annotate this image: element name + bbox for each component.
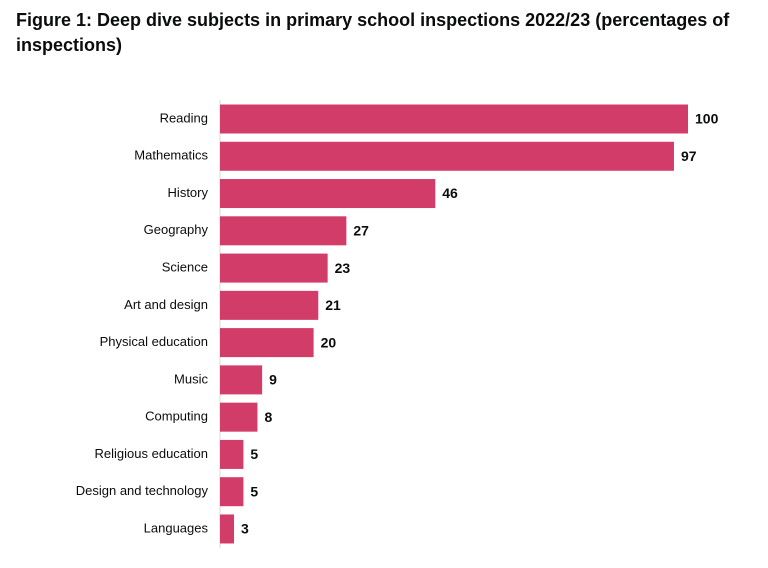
y-tick-label: Science	[162, 260, 208, 275]
y-tick-label: Geography	[144, 222, 209, 237]
value-label: 23	[335, 260, 351, 276]
bar	[220, 365, 263, 395]
bar	[220, 253, 328, 283]
value-label: 27	[353, 223, 369, 239]
y-tick-label: History	[168, 185, 209, 200]
bar	[220, 514, 235, 544]
y-tick-label: Religious education	[95, 446, 208, 461]
value-label: 46	[442, 185, 458, 201]
bar	[220, 290, 319, 320]
value-label: 100	[695, 111, 719, 127]
value-label: 5	[250, 446, 258, 462]
y-tick-label: Art and design	[124, 297, 208, 312]
y-tick-label: Computing	[145, 409, 208, 424]
bar	[220, 216, 347, 246]
chart-title: Figure 1: Deep dive subjects in primary …	[16, 10, 730, 55]
y-tick-label: Design and technology	[76, 483, 209, 498]
y-tick-label: Mathematics	[134, 148, 208, 163]
y-tick-label: Physical education	[100, 334, 208, 349]
bar	[220, 141, 674, 171]
value-label: 5	[250, 483, 258, 499]
value-label: 8	[264, 409, 272, 425]
value-label: 21	[325, 297, 341, 313]
bar	[220, 477, 244, 507]
bar	[220, 439, 244, 469]
y-tick-label: Music	[174, 371, 208, 386]
value-label: 97	[681, 148, 697, 164]
value-label: 3	[241, 521, 249, 537]
bar	[220, 402, 258, 432]
bar	[220, 104, 688, 134]
bar	[220, 328, 314, 358]
value-label: 9	[269, 372, 277, 388]
bar	[220, 179, 436, 209]
value-label: 20	[321, 334, 337, 350]
y-tick-label: Reading	[160, 110, 208, 125]
y-tick-label: Languages	[144, 520, 209, 535]
